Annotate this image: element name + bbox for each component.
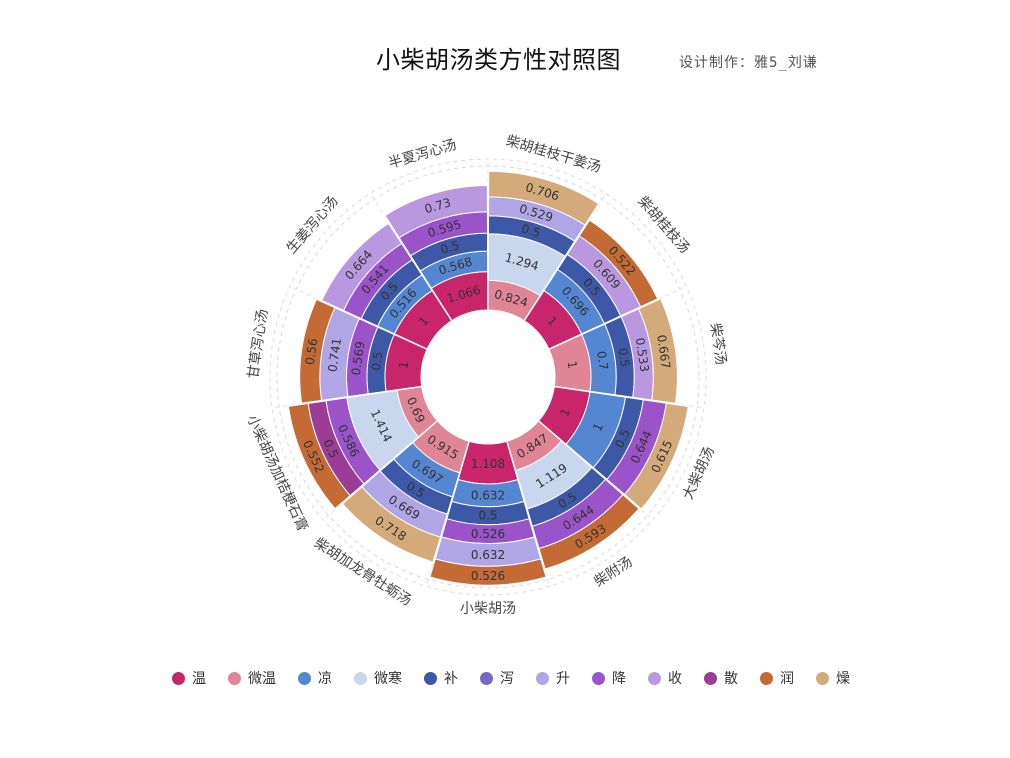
formula-label: 半夏泻心汤 [387,137,459,172]
legend-label: 补 [444,671,458,687]
value-label: 1.108 [471,457,505,471]
chart-title: 小柴胡汤类方性对照图 [376,46,621,74]
legend-swatch [816,671,829,685]
legend-item[interactable]: 降 [592,668,626,688]
legend-label: 升 [556,671,570,687]
legend-label: 降 [612,671,626,687]
legend-swatch [648,671,661,685]
value-label: 0.5 [478,509,497,523]
bar-segment[interactable]: 柴胡加龙骨牡蛎汤 · 燥: 0.718 [341,486,441,563]
value-label: 0.5 [520,222,542,241]
bar-segment[interactable]: 柴胡桂枝汤 · 润: 0.522 [578,219,659,308]
bar-segment[interactable]: 小柴胡汤加桔梗石膏 · 润: 0.552 [287,402,351,510]
legend-item[interactable]: 散 [704,668,738,688]
legend-label: 散 [724,671,738,687]
formula-label: 柴附汤 [591,554,635,590]
bar-segment[interactable]: 甘草泻心汤 · 润: 0.56 [299,298,336,404]
value-label: 1 [565,360,580,370]
value-label: 0.569 [349,340,368,376]
formula-label: 小柴胡汤 [460,601,516,617]
legend-label: 微温 [248,671,276,687]
legend-swatch [298,671,311,685]
legend-item[interactable]: 凉 [298,668,332,688]
legend-item[interactable]: 润 [760,668,794,688]
bar-segment[interactable]: 大柴胡汤 · 燥: 0.615 [623,402,689,510]
value-label: 0.667 [654,334,673,370]
formula-label: 甘草泻心汤 [245,308,271,380]
formula-label: 柴芩汤 [707,322,730,366]
value-label: 1 [396,360,411,370]
legend-swatch [480,671,493,685]
legend-item[interactable]: 温 [172,668,206,688]
value-label: 0.741 [325,337,344,373]
bar-segment[interactable]: 柴芩汤 · 燥: 0.667 [638,298,678,404]
legend-swatch [704,671,717,685]
value-label: 0.5 [439,238,461,257]
legend-label: 润 [780,671,794,687]
legend-swatch [172,671,185,685]
bar-segment[interactable]: 柴附汤 · 润: 0.593 [538,493,640,570]
legend-swatch [424,671,437,685]
formula-label: 柴胡桂枝干姜汤 [504,133,603,176]
formula-label: 生姜泻心汤 [284,193,342,256]
value-label: 0.533 [633,337,652,373]
legend-item[interactable]: 升 [536,668,570,688]
chart-subtitle: 设计制作：雅5_刘谦 [679,55,818,71]
value-label: 0.526 [471,569,505,583]
legend-item[interactable]: 泻 [480,668,514,688]
bar-segment[interactable]: 生姜泻心汤 · 收: 0.664 [321,222,403,312]
legend-label: 泻 [500,671,514,687]
value-label: 0.5 [616,347,633,368]
legend-swatch [228,671,241,685]
legend-label: 收 [668,671,682,687]
legend-item[interactable]: 补 [424,668,458,688]
value-label: 0.526 [471,527,505,541]
value-label: 0.56 [303,337,321,365]
legend-item[interactable]: 燥 [816,668,850,688]
legend-item[interactable]: 微寒 [354,668,402,688]
legend-label: 燥 [836,671,850,687]
bar-segment[interactable]: 小柴胡汤 · 润: 0.526 [429,558,547,586]
value-label: 0.5 [369,351,386,372]
chart-legend: 温 微温 凉 微寒 补 泻 升 降 收 散 润 燥 [172,668,872,688]
legend-swatch [536,671,549,685]
formula-label: 柴胡桂枝汤 [634,193,692,256]
value-label: 0.632 [471,488,505,502]
bar-segment[interactable]: 柴胡桂枝干姜汤 · 燥: 0.706 [488,170,600,226]
legend-label: 温 [192,671,206,687]
outer-ring [269,158,707,596]
legend-swatch [760,671,773,685]
value-label: 0.7 [594,350,611,371]
legend-item[interactable]: 收 [648,668,682,688]
legend-item[interactable]: 微温 [228,668,276,688]
bars-group: 柴胡桂枝干姜汤 · 微温: 0.824柴胡桂枝干姜汤 · 微寒: 1.294柴胡… [287,170,689,586]
formula-label: 大柴胡汤 [680,445,718,503]
legend-swatch [354,671,367,685]
legend-label: 凉 [318,671,332,687]
legend-label: 微寒 [374,671,402,687]
bar-segment[interactable]: 半夏泻心汤 · 收: 0.73 [384,184,488,239]
value-label: 0.632 [471,548,505,562]
legend-swatch [592,671,605,685]
